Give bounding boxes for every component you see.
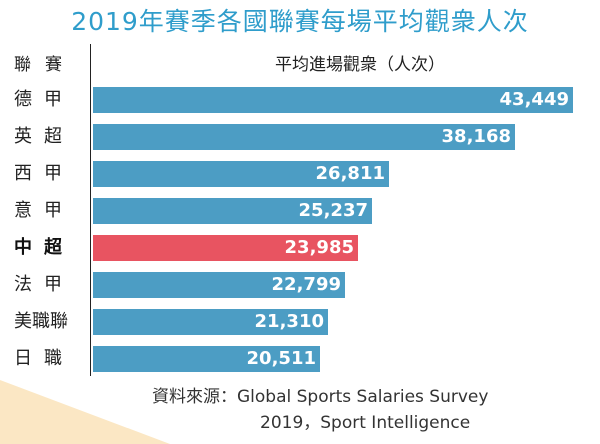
bar: 20,511 bbox=[93, 346, 320, 372]
corner-decoration bbox=[0, 380, 170, 444]
bar-value-label: 21,310 bbox=[254, 311, 324, 332]
category-label: 中超 bbox=[14, 237, 74, 258]
bar-row: 西甲 26,811 bbox=[0, 156, 600, 192]
bar: 23,985 bbox=[93, 235, 358, 261]
axis-line bbox=[90, 44, 91, 376]
source-line-2: 2019，Sport Intelligence bbox=[260, 413, 471, 433]
bar: 26,811 bbox=[93, 161, 389, 187]
category-label: 英超 bbox=[14, 126, 74, 147]
bar-row: 中超 23,985 bbox=[0, 230, 600, 266]
bar: 25,237 bbox=[93, 198, 372, 224]
bar-value-label: 23,985 bbox=[284, 237, 354, 258]
bar-row: 英超 38,168 bbox=[0, 119, 600, 155]
bar-value-label: 38,168 bbox=[441, 126, 511, 147]
category-label: 西甲 bbox=[14, 163, 74, 184]
bar-value-label: 20,511 bbox=[246, 348, 316, 369]
bar: 38,168 bbox=[93, 124, 515, 150]
category-label: 日職 bbox=[14, 348, 74, 369]
chart-title: 2019年賽季各國聯賽每場平均觀衆人次 bbox=[71, 7, 529, 36]
bar-value-label: 26,811 bbox=[315, 163, 385, 184]
category-label: 德甲 bbox=[14, 89, 74, 110]
bar-row: 美職聯 21,310 bbox=[0, 304, 600, 340]
bar-value-label: 25,237 bbox=[298, 200, 368, 221]
bar: 43,449 bbox=[93, 87, 573, 113]
bar-row: 法甲 22,799 bbox=[0, 267, 600, 303]
bar-value-label: 43,449 bbox=[499, 89, 569, 110]
bar-row: 德甲 43,449 bbox=[0, 82, 600, 118]
value-column-header: 平均進場觀衆（人次） bbox=[275, 55, 445, 75]
source-note: 資料來源：Global Sports Salaries Survey 2019，… bbox=[152, 384, 489, 433]
bar-row: 意甲 25,237 bbox=[0, 193, 600, 229]
source-line-1: 資料來源：Global Sports Salaries Survey bbox=[152, 387, 489, 407]
category-label: 美職聯 bbox=[14, 311, 68, 332]
league-column-header: 聯賽 bbox=[14, 55, 76, 75]
category-label: 意甲 bbox=[14, 200, 74, 221]
bar: 21,310 bbox=[93, 309, 328, 335]
bar-row: 日職 20,511 bbox=[0, 341, 600, 377]
bar: 22,799 bbox=[93, 272, 345, 298]
bar-value-label: 22,799 bbox=[271, 274, 341, 295]
category-label: 法甲 bbox=[14, 274, 74, 295]
